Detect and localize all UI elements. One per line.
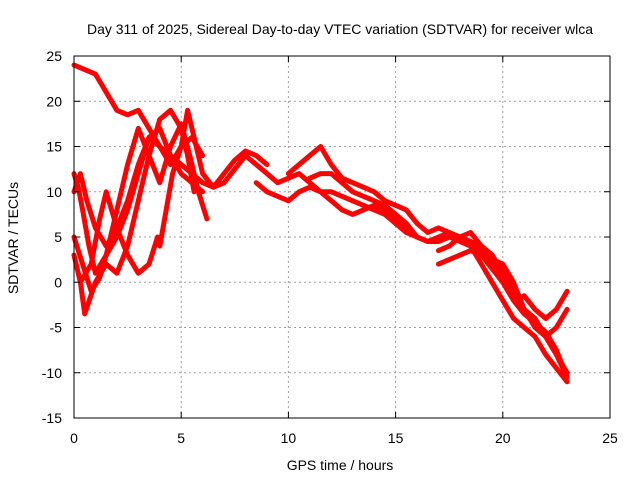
y-tick-label: 20	[46, 93, 62, 109]
y-tick-label: -15	[42, 410, 62, 426]
series-track-4	[71, 125, 206, 294]
series-track-6	[77, 189, 161, 285]
x-tick-label: 5	[177, 430, 185, 446]
x-tick-label: 10	[281, 430, 297, 446]
y-tick-label: -5	[50, 320, 63, 336]
chart-title: Day 311 of 2025, Sidereal Day-to-day VTE…	[87, 21, 593, 37]
grid-lines	[74, 56, 610, 418]
y-tick-label: -10	[42, 365, 62, 381]
series-track-3	[71, 107, 197, 317]
y-tick-labels: -15 -10 -5 0 5 10 15 20 25	[42, 48, 62, 426]
series-track-13	[511, 288, 570, 321]
y-tick-label: 0	[54, 274, 62, 290]
series-track-12	[436, 248, 570, 376]
y-tick-label: 5	[54, 229, 62, 245]
y-tick-label: 15	[46, 139, 62, 155]
x-tick-label: 0	[70, 430, 78, 446]
series-track-9	[285, 144, 570, 380]
y-tick-label: 10	[46, 184, 62, 200]
y-axis-label: SDTVAR / TECUs	[5, 182, 21, 294]
x-tick-labels: 0 5 10 15 20 25	[70, 430, 618, 446]
x-tick-label: 20	[495, 430, 511, 446]
axis-ticks	[73, 55, 611, 419]
series-track-10	[307, 171, 570, 380]
x-axis-label: GPS time / hours	[287, 457, 394, 473]
data-series	[71, 62, 570, 385]
x-tick-label: 25	[602, 430, 618, 446]
x-tick-label: 15	[388, 430, 404, 446]
y-tick-label: 25	[46, 48, 62, 64]
